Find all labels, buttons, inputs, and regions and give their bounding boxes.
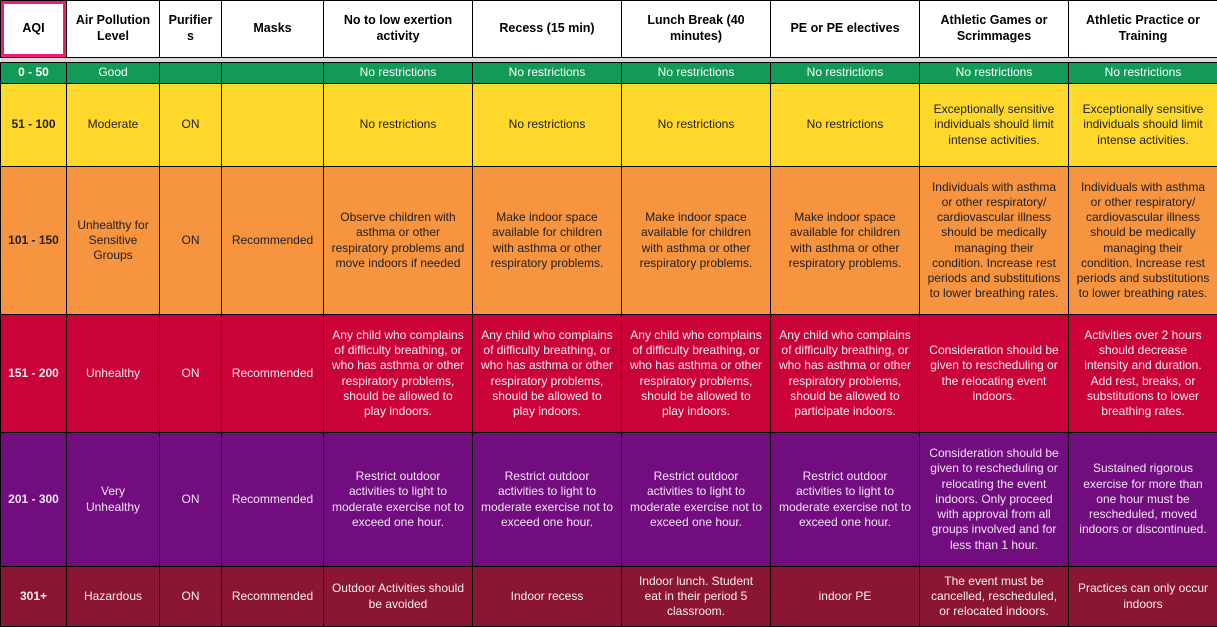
table-cell[interactable]: No restrictions <box>473 63 622 84</box>
table-cell[interactable] <box>222 63 324 84</box>
table-row-unhealthy-sensitive: 101 - 150 Unhealthy for Sensitive Groups… <box>1 167 1217 315</box>
header-cell-aqi-selected[interactable]: AQI <box>1 1 67 58</box>
table-row-very-unhealthy: 201 - 300 Very Unhealthy ON Recommended … <box>1 433 1217 567</box>
table-cell[interactable]: No restrictions <box>771 63 920 84</box>
table-cell[interactable]: No restrictions <box>324 84 473 167</box>
table-cell[interactable]: Make indoor space available for children… <box>473 167 622 315</box>
header-cell-athletic-games[interactable]: Athletic Games or Scrimmages <box>920 1 1069 58</box>
table-cell[interactable]: No restrictions <box>622 84 771 167</box>
table-cell[interactable]: Restrict outdoor activities to light to … <box>771 433 920 567</box>
table-cell[interactable]: Observe children with asthma or other re… <box>324 167 473 315</box>
table-cell[interactable]: The event must be cancelled, rescheduled… <box>920 567 1069 627</box>
header-cell-lunch-break[interactable]: Lunch Break (40 minutes) <box>622 1 771 58</box>
header-cell-air-pollution-level[interactable]: Air Pollution Level <box>67 1 160 58</box>
table-cell[interactable]: Indoor lunch. Student eat in their perio… <box>622 567 771 627</box>
table-cell[interactable]: ON <box>160 315 222 433</box>
table-cell[interactable]: Hazardous <box>67 567 160 627</box>
table-cell[interactable]: Restrict outdoor activities to light to … <box>324 433 473 567</box>
table-cell[interactable]: Any child who complains of difficulty br… <box>771 315 920 433</box>
header-cell-purifiers[interactable]: Purifiers <box>160 1 222 58</box>
table-cell[interactable]: Recommended <box>222 315 324 433</box>
table-cell[interactable]: Unhealthy for Sensitive Groups <box>67 167 160 315</box>
table-cell[interactable]: No restrictions <box>622 63 771 84</box>
header-cell-pe-electives[interactable]: PE or PE electives <box>771 1 920 58</box>
table-cell[interactable]: 51 - 100 <box>1 84 67 167</box>
table-cell[interactable]: Consideration should be given to resched… <box>920 433 1069 567</box>
table-cell[interactable]: ON <box>160 567 222 627</box>
table-cell[interactable]: Moderate <box>67 84 160 167</box>
table-cell[interactable]: Restrict outdoor activities to light to … <box>622 433 771 567</box>
table-cell[interactable]: Any child who complains of difficulty br… <box>622 315 771 433</box>
table-cell[interactable]: 0 - 50 <box>1 63 67 84</box>
table-row-unhealthy: 151 - 200 Unhealthy ON Recommended Any c… <box>1 315 1217 433</box>
table-cell[interactable]: Any child who complains of difficulty br… <box>473 315 622 433</box>
table-cell[interactable]: Recommended <box>222 567 324 627</box>
table-cell[interactable]: indoor PE <box>771 567 920 627</box>
table-cell[interactable]: No restrictions <box>473 84 622 167</box>
header-row: AQI Air Pollution Level Purifiers Masks … <box>1 1 1217 58</box>
table-cell[interactable]: Recommended <box>222 433 324 567</box>
table-cell[interactable]: Consideration should be given to resched… <box>920 315 1069 433</box>
table-cell[interactable]: Restrict outdoor activities to light to … <box>473 433 622 567</box>
table-cell[interactable] <box>222 84 324 167</box>
table-cell[interactable]: No restrictions <box>920 63 1069 84</box>
table-cell[interactable]: 201 - 300 <box>1 433 67 567</box>
table-cell[interactable]: Individuals with asthma or other respira… <box>920 167 1069 315</box>
table-cell[interactable]: 301+ <box>1 567 67 627</box>
table-cell[interactable]: Make indoor space available for children… <box>771 167 920 315</box>
header-cell-recess[interactable]: Recess (15 min) <box>473 1 622 58</box>
table-cell[interactable] <box>160 63 222 84</box>
table-cell[interactable]: Recommended <box>222 167 324 315</box>
table-cell[interactable]: Unhealthy <box>67 315 160 433</box>
table-cell[interactable]: Exceptionally sensitive individuals shou… <box>920 84 1069 167</box>
header-cell-masks[interactable]: Masks <box>222 1 324 58</box>
table-cell[interactable]: Indoor recess <box>473 567 622 627</box>
table-cell[interactable]: Sustained rigorous exercise for more tha… <box>1069 433 1217 567</box>
table-cell[interactable]: 101 - 150 <box>1 167 67 315</box>
table-cell[interactable]: No restrictions <box>1069 63 1217 84</box>
table-cell[interactable]: Any child who complains of difficulty br… <box>324 315 473 433</box>
table-cell[interactable]: ON <box>160 433 222 567</box>
table-cell[interactable]: Very Unhealthy <box>67 433 160 567</box>
table-cell[interactable]: Activities over 2 hours should decrease … <box>1069 315 1217 433</box>
table-cell[interactable]: ON <box>160 167 222 315</box>
table-row-good: 0 - 50 Good No restrictions No restricti… <box>1 63 1217 84</box>
table-row-moderate: 51 - 100 Moderate ON No restrictions No … <box>1 84 1217 167</box>
header-cell-athletic-practice[interactable]: Athletic Practice or Training <box>1069 1 1217 58</box>
table-row-hazardous: 301+ Hazardous ON Recommended Outdoor Ac… <box>1 567 1217 627</box>
table-cell[interactable]: Individuals with asthma or other respira… <box>1069 167 1217 315</box>
table-cell[interactable]: Make indoor space available for children… <box>622 167 771 315</box>
table-cell[interactable]: Exceptionally sensitive individuals shou… <box>1069 84 1217 167</box>
table-cell[interactable]: 151 - 200 <box>1 315 67 433</box>
table-cell[interactable]: Good <box>67 63 160 84</box>
table-cell[interactable]: No restrictions <box>771 84 920 167</box>
header-cell-no-to-low-exertion[interactable]: No to low exertion activity <box>324 1 473 58</box>
table-cell[interactable]: Practices can only occur indoors <box>1069 567 1217 627</box>
table-cell[interactable]: ON <box>160 84 222 167</box>
table-cell[interactable]: No restrictions <box>324 63 473 84</box>
table-cell[interactable]: Outdoor Activities should be avoided <box>324 567 473 627</box>
